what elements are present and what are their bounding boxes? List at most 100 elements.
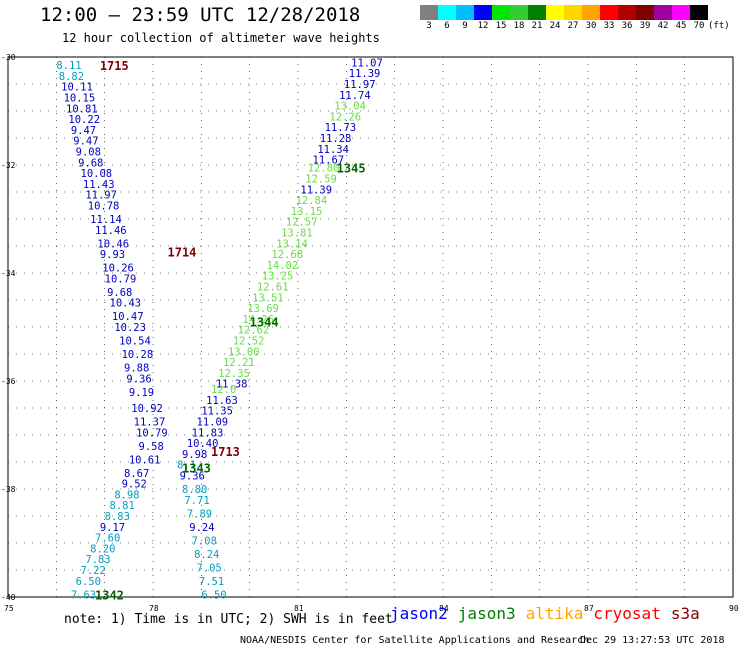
wave-height-label: 10.43 <box>110 298 142 310</box>
wave-height-label: 11.97 <box>85 190 117 202</box>
legend-label: 27 <box>567 21 579 31</box>
wave-height-label: 11.46 <box>95 225 127 237</box>
wave-height-label: 8.11 <box>56 60 81 72</box>
wave-height-label: 8.98 <box>114 489 139 501</box>
wave-height-label: 8.24 <box>194 549 219 561</box>
wave-height-label: 9.47 <box>71 125 96 137</box>
wave-height-label: 12.52 <box>233 336 265 348</box>
wave-height-label: 13.04 <box>334 101 366 113</box>
legend-label: 18 <box>513 21 525 31</box>
wave-height-label: 11.34 <box>317 144 349 156</box>
wave-height-label: 11.83 <box>192 427 224 439</box>
satellite-name: jason3 <box>457 604 516 623</box>
wave-height-label: 11.35 <box>201 406 233 418</box>
wave-height-label: 7.08 <box>192 535 217 547</box>
map-title: 12:00 – 23:59 UTC 12/28/2018 <box>40 4 361 26</box>
lat-tick-label: -34 <box>1 269 16 278</box>
wave-height-label: 7.89 <box>187 508 212 520</box>
wave-height-label: 9.24 <box>189 522 214 534</box>
wave-height-label: 10.26 <box>102 263 134 275</box>
wave-height-label: 8.83 <box>105 511 130 523</box>
legend-label: 21 <box>531 21 543 31</box>
lat-tick-label: -30 <box>1 53 16 62</box>
pass-time-label: 1343 <box>182 461 211 475</box>
wave-height-label: 7.71 <box>184 495 209 507</box>
wave-height-label: 12.80 <box>308 163 340 175</box>
wave-height-label: 7.83 <box>85 554 110 566</box>
wave-height-label: 10.40 <box>187 438 219 450</box>
legend-swatch <box>690 5 708 20</box>
legend-labels: 3 6 9 12 15 18 21 24 27 30 33 36 39 42 45 70 (ft) <box>420 21 730 31</box>
wave-height-label: 9.68 <box>107 287 132 299</box>
legend-swatch <box>510 5 528 20</box>
legend-swatch <box>654 5 672 20</box>
lon-tick-label: 87 <box>584 604 594 613</box>
legend-swatch <box>600 5 618 20</box>
wave-height-label: 10.22 <box>68 114 100 126</box>
wave-height-label: 9.36 <box>126 373 151 385</box>
satellite-name: jason2 <box>390 604 448 623</box>
wave-height-label: 13.15 <box>291 206 323 218</box>
wave-height-label: 10.28 <box>122 349 154 361</box>
wave-height-label: 12.35 <box>218 368 250 380</box>
map-grid <box>7 56 734 598</box>
wave-height-label: 13.81 <box>281 228 313 240</box>
legend-label: 42 <box>657 21 669 31</box>
legend-swatch <box>618 5 636 20</box>
wave-height-label: 9.19 <box>129 387 154 399</box>
legend-label: 6 <box>444 21 450 31</box>
wave-height-label: 13.25 <box>262 271 294 283</box>
credit-text: NOAA/NESDIS Center for Satellite Applica… <box>240 635 590 646</box>
wave-height-label: 8.67 <box>124 468 149 480</box>
pass-labels: 1715 1714 1713 1345 1344 1343 1342 <box>95 59 366 602</box>
wave-height-label: 6.50 <box>201 589 226 601</box>
wave-height-label: 10.15 <box>64 93 96 105</box>
legend-swatch <box>582 5 600 20</box>
wave-height-legend: 3 6 9 12 15 18 21 24 27 30 33 36 39 42 45 70 (ft) <box>420 5 730 31</box>
wave-height-label: 11.63 <box>206 395 238 407</box>
legend-label: 24 <box>549 21 561 31</box>
wave-height-label: 12.68 <box>271 249 303 261</box>
wave-height-label: 11.97 <box>344 79 376 91</box>
wave-height-label: 9.47 <box>73 136 98 148</box>
generation-timestamp: Dec 29 13:27:53 UTC 2018 <box>580 635 725 646</box>
wave-height-label: 14.02 <box>267 260 299 272</box>
wave-height-label: 10.46 <box>97 238 129 250</box>
legend-label: 33 <box>603 21 615 31</box>
wave-height-label: 12.26 <box>329 111 361 123</box>
wave-height-label: 7.51 <box>199 576 224 588</box>
wave-height-label: 7.63 <box>71 589 96 601</box>
lon-tick-label: 90 <box>729 604 739 613</box>
lat-tick-label: -36 <box>1 377 16 386</box>
legend-swatch <box>546 5 564 20</box>
legend-swatch <box>474 5 492 20</box>
wave-height-label: 9.98 <box>182 449 207 461</box>
wave-height-label: 13.51 <box>252 292 284 304</box>
pass-time-label: 1344 <box>250 316 279 330</box>
lon-tick-label: 84 <box>439 604 449 613</box>
axis-ticks: -30 -32 -34 -36 -38 -40 75 78 81 84 87 90 <box>1 53 739 613</box>
wave-height-label: 10.08 <box>81 168 113 180</box>
lon-tick-label: 75 <box>4 604 14 613</box>
wave-height-label: 11.74 <box>339 90 371 102</box>
legend-swatch <box>456 5 474 20</box>
track-labels: 8.118.8210.1110.1510.8110.229.479.479.08… <box>56 57 382 601</box>
wave-height-label: 8.80 <box>182 484 207 496</box>
legend-swatches <box>420 5 728 20</box>
legend-unit: (ft) <box>708 21 730 31</box>
lon-tick-label: 78 <box>149 604 159 613</box>
wave-height-label: 7.05 <box>197 562 222 574</box>
lon-tick-label: 81 <box>294 604 304 613</box>
wave-height-label: 11.07 <box>351 57 383 69</box>
pass-time-label: 1713 <box>211 445 240 459</box>
legend-swatch <box>636 5 654 20</box>
wave-height-label: 12.21 <box>223 357 255 369</box>
footer-note: note: 1) Time is in UTC; 2) SWH is in fe… <box>64 612 393 627</box>
wave-height-label: 11.37 <box>134 417 166 429</box>
wave-height-label: 10.11 <box>61 82 93 94</box>
wave-height-label: 10.79 <box>136 427 168 439</box>
wave-height-label: 10.47 <box>112 311 144 323</box>
wave-height-label: 11.38 <box>216 379 248 391</box>
wave-height-label: 10.81 <box>66 103 98 115</box>
legend-label: 36 <box>621 21 633 31</box>
